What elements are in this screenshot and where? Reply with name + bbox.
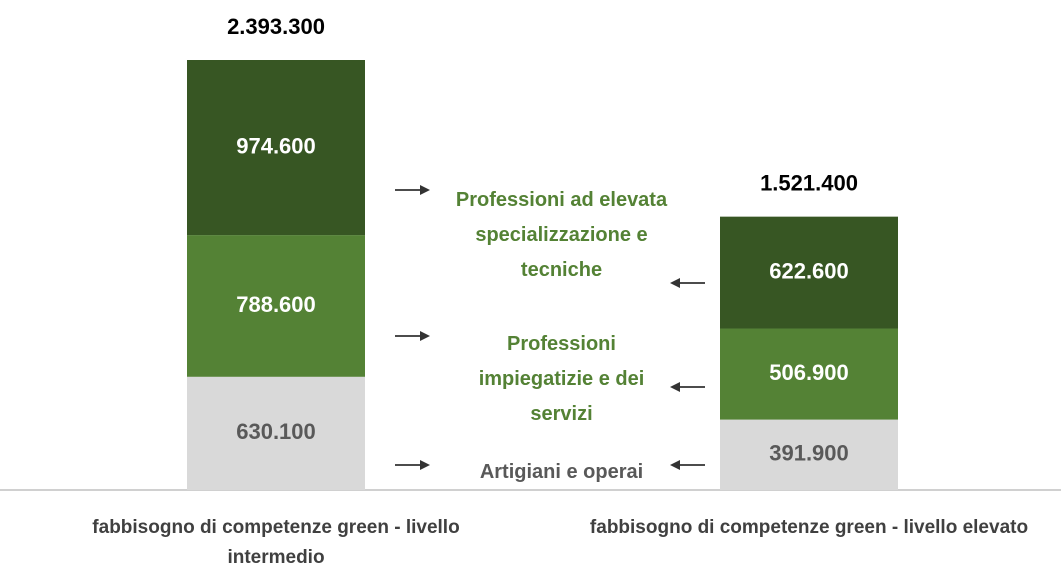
bar-segment xyxy=(187,60,365,236)
series-name: Artigiani e operai xyxy=(479,461,644,483)
total-label: 2.393.300 xyxy=(227,14,325,39)
value-label: 391.900 xyxy=(769,441,849,466)
bar-segment xyxy=(720,328,898,420)
total-label: 1.521.400 xyxy=(760,170,858,195)
category-label: fabbisogno di competenze green - livello… xyxy=(92,517,460,568)
value-label: 788.600 xyxy=(236,292,316,317)
arrows xyxy=(395,185,705,470)
value-label: 630.100 xyxy=(236,419,316,444)
series-name: Professioni impiegatizie e dei servizi xyxy=(478,333,645,425)
value-label: 974.600 xyxy=(236,133,316,158)
series-name: Professioni ad elevata specializzazione … xyxy=(455,189,668,281)
bar-segment xyxy=(720,216,898,329)
value-label: 622.600 xyxy=(769,258,849,283)
bar-segment xyxy=(720,419,898,490)
category-label: fabbisogno di competenze green - livello… xyxy=(589,517,1029,538)
bar-segment xyxy=(187,235,365,377)
bar-segment xyxy=(187,376,365,490)
value-label: 506.900 xyxy=(769,360,849,385)
